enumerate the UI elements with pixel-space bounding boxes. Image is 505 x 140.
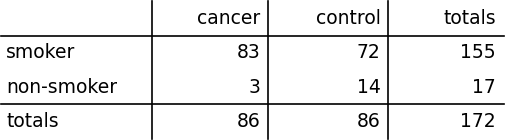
- Text: 86: 86: [236, 112, 260, 131]
- Text: 83: 83: [236, 43, 260, 62]
- Text: 155: 155: [461, 43, 496, 62]
- Text: smoker: smoker: [7, 43, 76, 62]
- Text: 172: 172: [461, 112, 496, 131]
- Text: 72: 72: [357, 43, 381, 62]
- Text: totals: totals: [443, 9, 496, 28]
- Text: 17: 17: [472, 78, 496, 97]
- Text: cancer: cancer: [197, 9, 260, 28]
- Text: 86: 86: [357, 112, 381, 131]
- Text: 3: 3: [248, 78, 260, 97]
- Text: control: control: [316, 9, 381, 28]
- Text: non-smoker: non-smoker: [7, 78, 118, 97]
- Text: 14: 14: [357, 78, 381, 97]
- Text: totals: totals: [7, 112, 59, 131]
